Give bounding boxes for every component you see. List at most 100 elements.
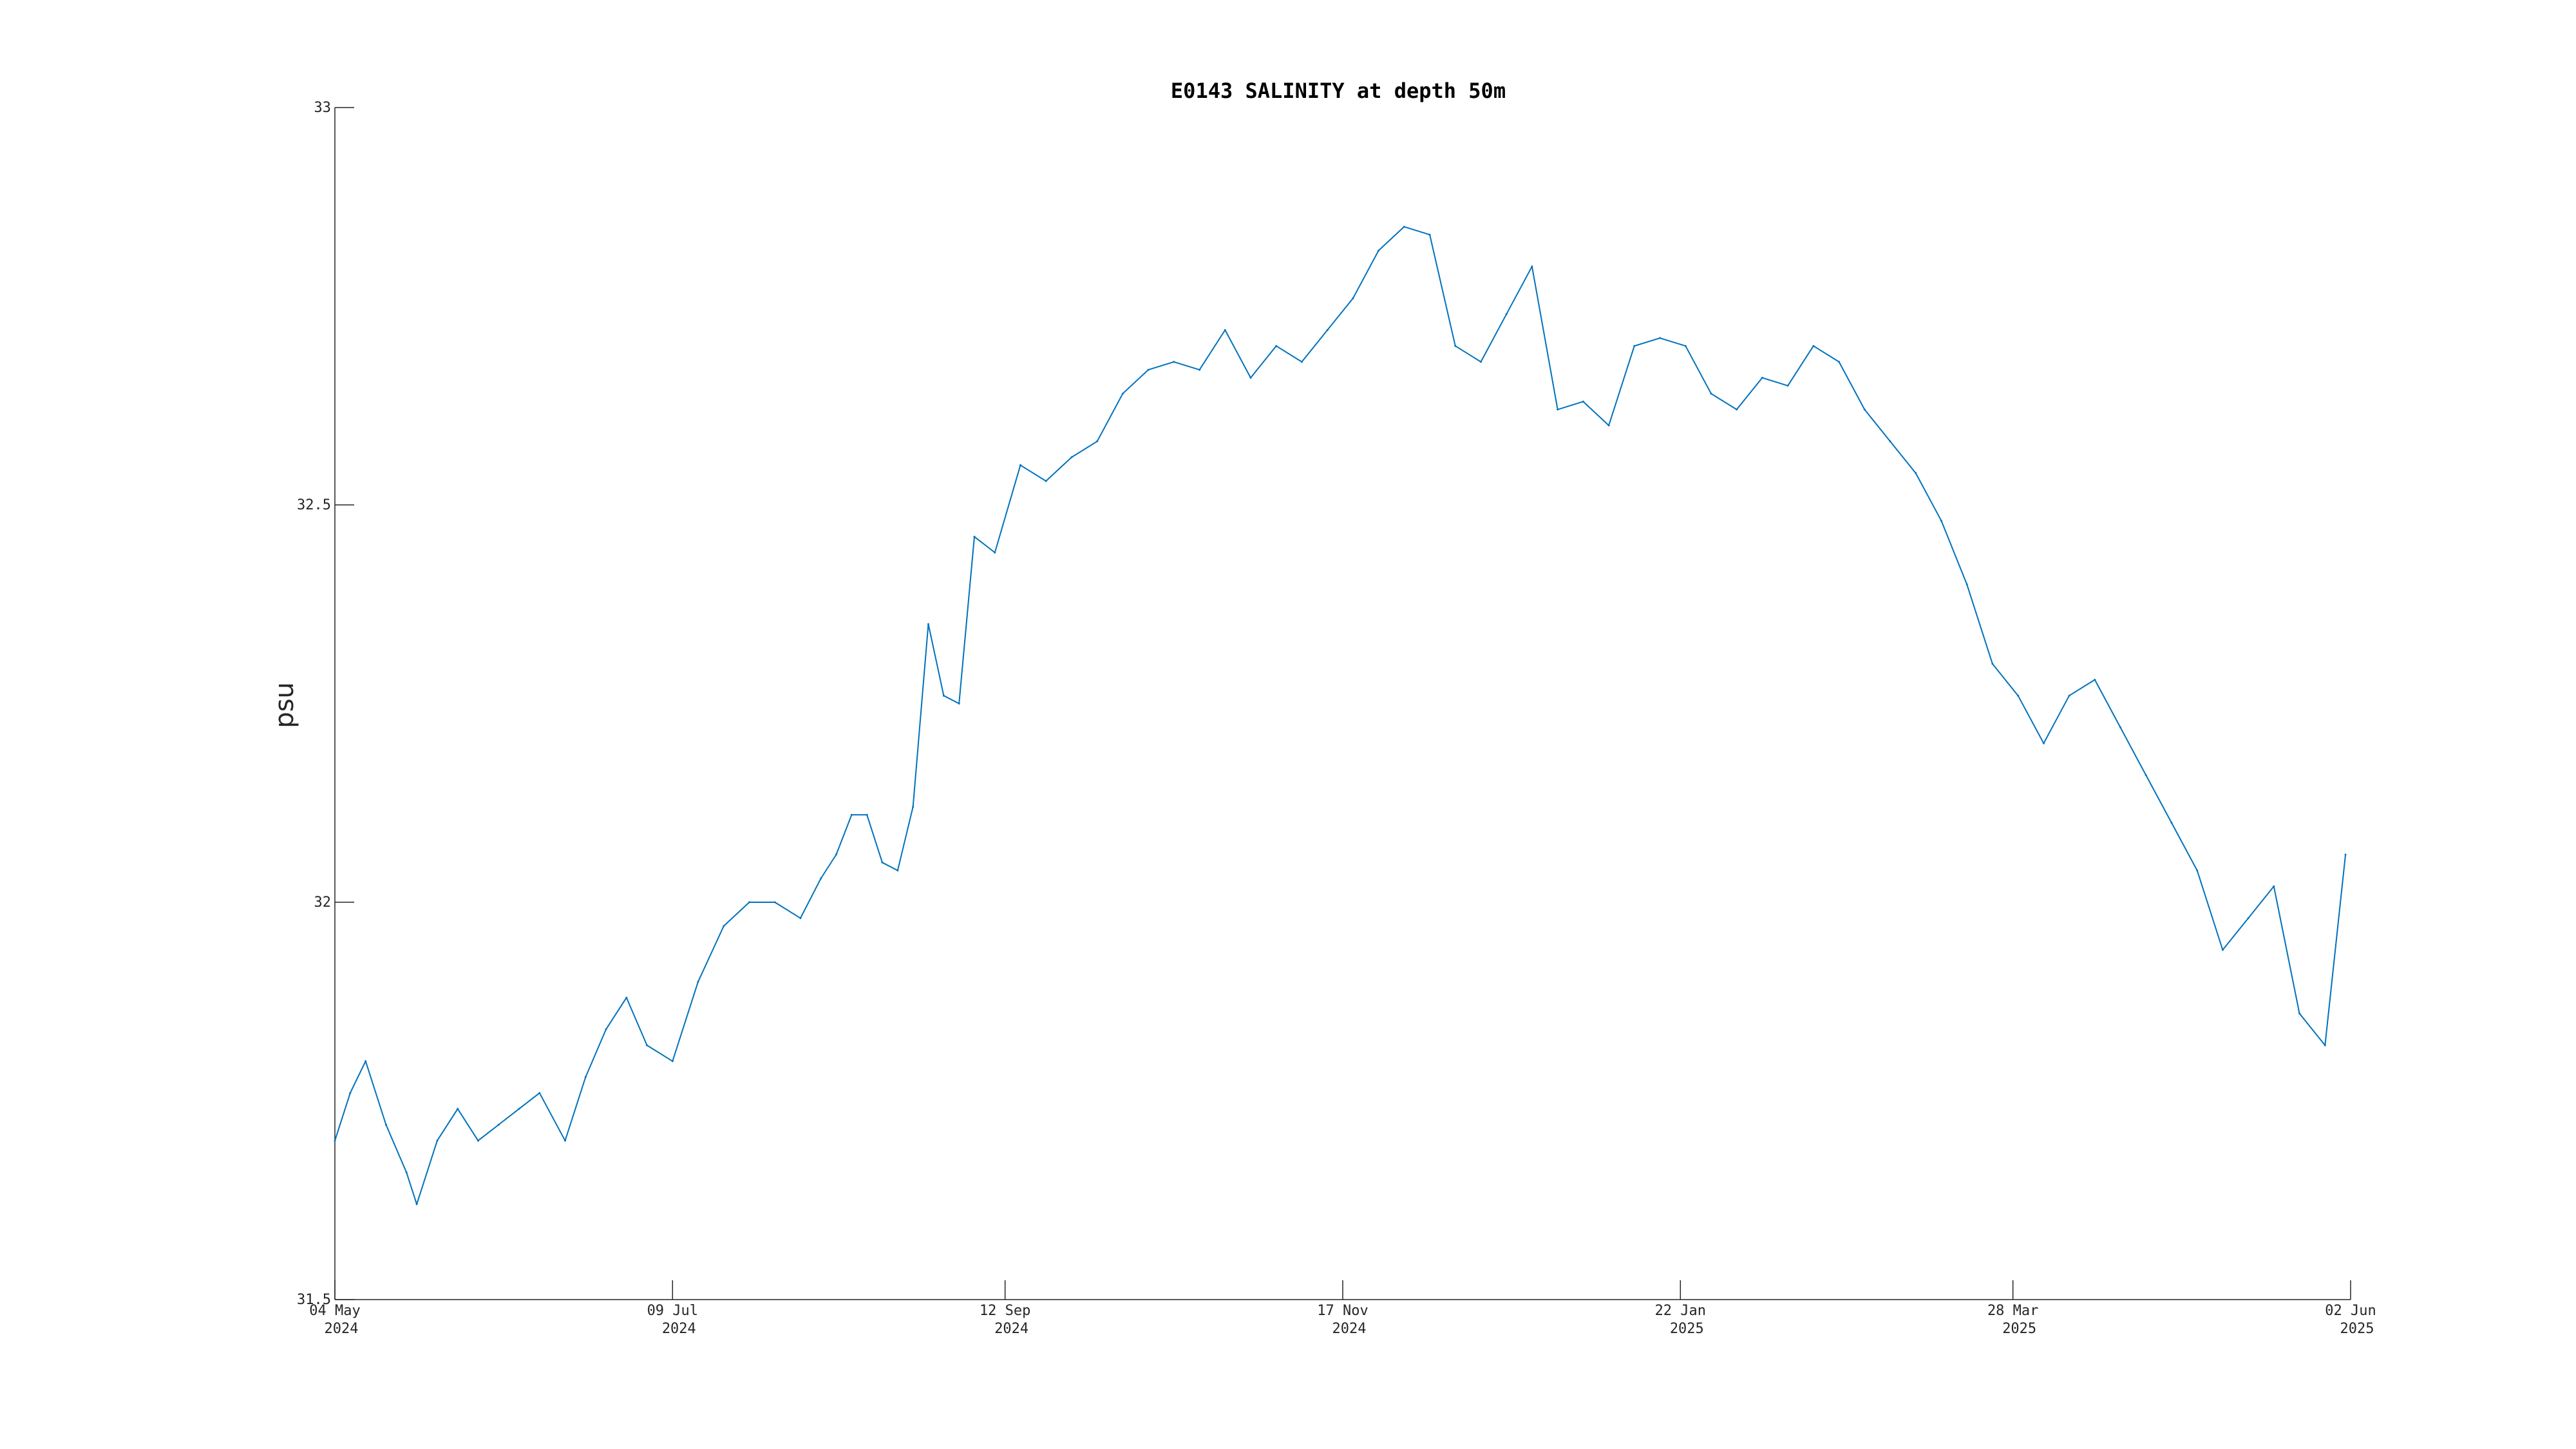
data-point [1480, 361, 1482, 363]
data-point [1378, 249, 1380, 252]
data-point [1812, 345, 1815, 347]
data-point [748, 901, 750, 904]
data-point [384, 1124, 387, 1126]
data-point [625, 996, 628, 999]
data-point [671, 1060, 674, 1063]
data-point [1838, 361, 1841, 363]
data-point [912, 806, 914, 808]
y-ticks: 31.5 32 32.5 33 [297, 100, 354, 1308]
data-point [1786, 384, 1789, 387]
x-tick-year-4: 2025 [1670, 1321, 1704, 1337]
data-point [349, 1092, 352, 1094]
data-point [958, 703, 960, 705]
data-point [2221, 949, 2224, 951]
data-point [1147, 368, 1150, 371]
data-point [1019, 464, 1021, 466]
data-point [2196, 869, 2199, 872]
data-point [973, 535, 976, 538]
data-point [518, 1108, 520, 1110]
data-point [2298, 1012, 2301, 1015]
data-point [365, 1060, 367, 1063]
data-point [1915, 472, 1917, 475]
data-point [1352, 297, 1354, 299]
x-tick-year-2: 2024 [994, 1321, 1028, 1337]
data-point [881, 861, 884, 864]
x-tick-label-0: 04 May [309, 1303, 360, 1319]
data-point [820, 877, 822, 880]
data-point [1684, 345, 1687, 347]
data-point [646, 1044, 649, 1046]
data-point [2042, 742, 2045, 744]
x-tick-label-4: 22 Jan [1655, 1303, 1706, 1319]
data-point [1070, 456, 1073, 459]
data-point [538, 1092, 541, 1094]
data-point [1710, 392, 1712, 395]
data-point [850, 813, 853, 816]
data-point [2344, 853, 2347, 856]
y-tick-label-2: 32.5 [297, 497, 331, 513]
data-point [1096, 440, 1099, 442]
data-point [866, 813, 868, 816]
data-point [2068, 694, 2070, 697]
data-point [1454, 345, 1457, 347]
plot-area: 31.5 32 32.5 33 04 May 2024 09 Jul 2024 12 Sep 2… [297, 100, 2376, 1337]
data-point [1761, 377, 1763, 379]
x-tick-year-1: 2024 [662, 1321, 696, 1337]
data-point [2145, 774, 2147, 777]
data-point [2119, 726, 2121, 728]
data-point [723, 925, 725, 927]
x-ticks: 04 May 2024 09 Jul 2024 12 Sep 2024 17 Nov 2024… [309, 1280, 2376, 1337]
x-tick-label-1: 09 Jul [647, 1303, 698, 1319]
data-point [2273, 885, 2275, 887]
x-tick-year-0: 2024 [325, 1321, 359, 1337]
data-point [1045, 480, 1047, 482]
data-point [2247, 917, 2249, 920]
data-point [1428, 233, 1431, 236]
data-point [1121, 392, 1124, 395]
data-point [1659, 337, 1661, 339]
data-point [942, 694, 945, 697]
data-point [1607, 424, 1610, 427]
data-point [1633, 345, 1636, 347]
data-point [334, 1139, 336, 1142]
data-point [1198, 368, 1201, 371]
x-tick-year-6: 2025 [2340, 1321, 2374, 1337]
data-point [1249, 377, 1252, 379]
data-point [1300, 361, 1303, 363]
data-point [1582, 401, 1584, 403]
data-point [1531, 265, 1533, 268]
data-point [497, 1124, 500, 1126]
x-tick-label-2: 12 Sep [980, 1303, 1030, 1319]
data-point [1403, 225, 1405, 228]
data-point [477, 1139, 479, 1142]
series-layer [334, 225, 2347, 1206]
y-axis-label: psu [270, 682, 299, 728]
data-point [773, 901, 776, 904]
x-tick-year-3: 2024 [1332, 1321, 1367, 1337]
x-tick-label-3: 17 Nov [1317, 1303, 1368, 1319]
x-tick-year-5: 2025 [2002, 1321, 2036, 1337]
data-point [1505, 313, 1508, 316]
data-point [1173, 361, 1175, 363]
x-tick-label-6: 02 Jun [2325, 1303, 2376, 1319]
data-point [2324, 1044, 2326, 1046]
data-point [584, 1076, 587, 1078]
data-point [1224, 329, 1226, 331]
data-point [896, 869, 899, 872]
data-point [835, 853, 837, 856]
data-point [927, 623, 929, 625]
data-point [2017, 694, 2020, 697]
data-point [1326, 329, 1329, 331]
data-point [994, 551, 996, 554]
data-point [1863, 408, 1866, 411]
y-tick-label-1: 32 [314, 895, 332, 911]
data-point [1965, 583, 1968, 585]
data-point [1991, 663, 1994, 665]
chart-title: E0143 SALINITY at depth 50m [1171, 79, 1506, 103]
data-point [405, 1171, 408, 1174]
data-point [1275, 345, 1278, 347]
data-point [799, 917, 802, 920]
data-point [415, 1203, 418, 1206]
y-tick-label-3: 33 [314, 100, 332, 116]
